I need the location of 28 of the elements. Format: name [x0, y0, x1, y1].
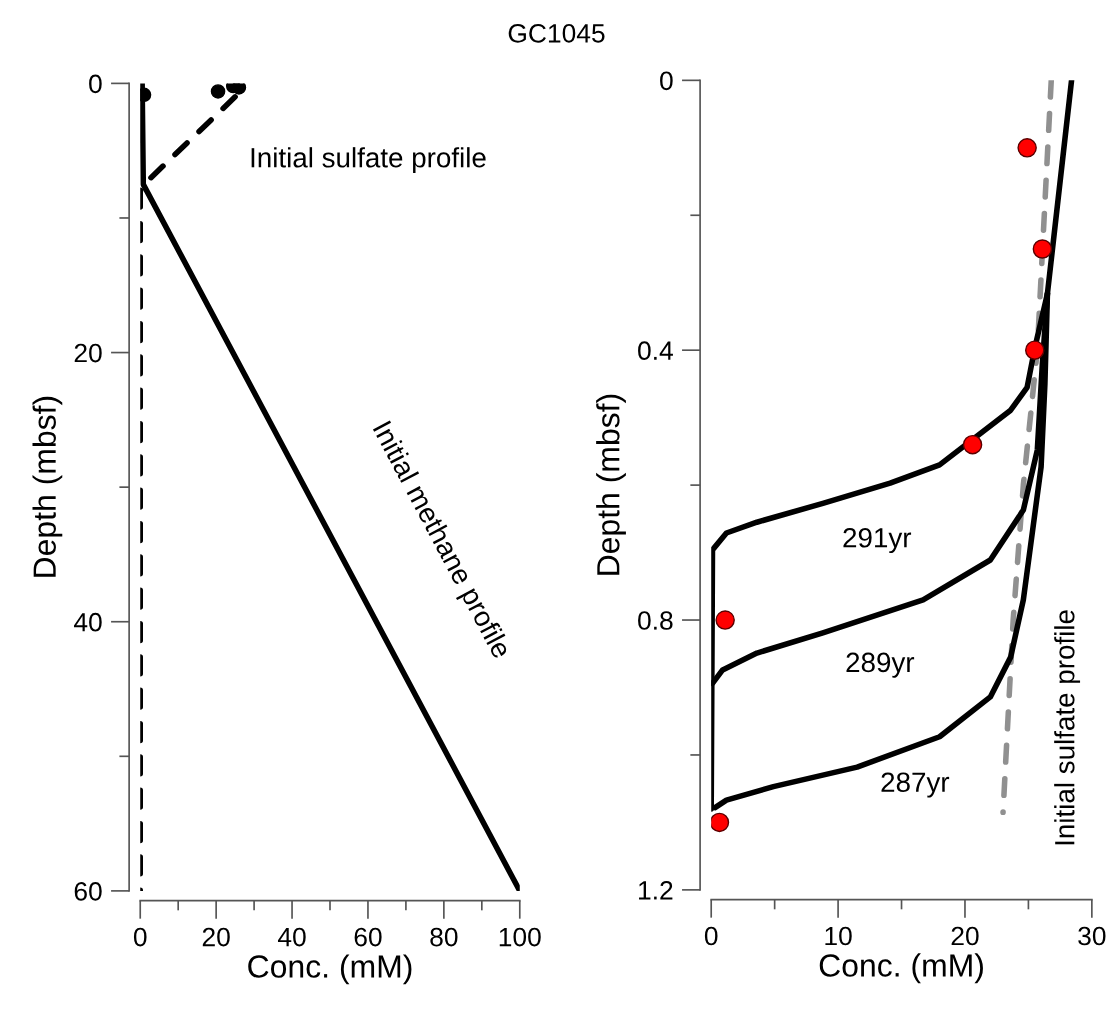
annotation: Initial sulfate profile — [251, 147, 486, 174]
x-tick-label: 20 — [951, 926, 979, 946]
annotation: 291yr — [843, 527, 912, 554]
annotation: Initial sulfate profile — [1054, 610, 1081, 845]
x-tick-label: 100 — [499, 927, 541, 947]
x-tick-label: 80 — [430, 927, 458, 947]
annotation: 287yr — [881, 772, 950, 798]
y-tick-label: 20 — [74, 343, 102, 363]
y-axis-title: Depth (mbsf) — [32, 396, 63, 577]
x-tick-label: 0 — [133, 927, 147, 947]
x-tick-label: 10 — [825, 926, 852, 946]
y-tick-label: 0 — [660, 71, 673, 91]
x-tick-label: 0 — [704, 926, 718, 946]
x-tick-label: 30 — [1078, 926, 1106, 946]
chart-title: GC1045 — [508, 23, 605, 43]
y-tick-label: 60 — [74, 882, 102, 901]
x-tick-label: 40 — [277, 927, 306, 947]
y-tick-label: 0 — [89, 74, 102, 94]
x-axis-title: Conc. (mM) — [819, 953, 983, 984]
x-tick-label: 20 — [202, 927, 230, 947]
y-tick-label: 0.8 — [638, 611, 673, 630]
x-tick-label: 60 — [354, 927, 382, 947]
annotation: 289yr — [846, 652, 915, 678]
y-tick-label: 1.2 — [639, 881, 673, 900]
y-tick-label: 40 — [73, 612, 102, 632]
x-axis-title: Conc. (mM) — [248, 954, 412, 985]
y-tick-label: 0.4 — [638, 341, 673, 361]
y-axis-title: Depth (mbsf) — [596, 394, 626, 575]
